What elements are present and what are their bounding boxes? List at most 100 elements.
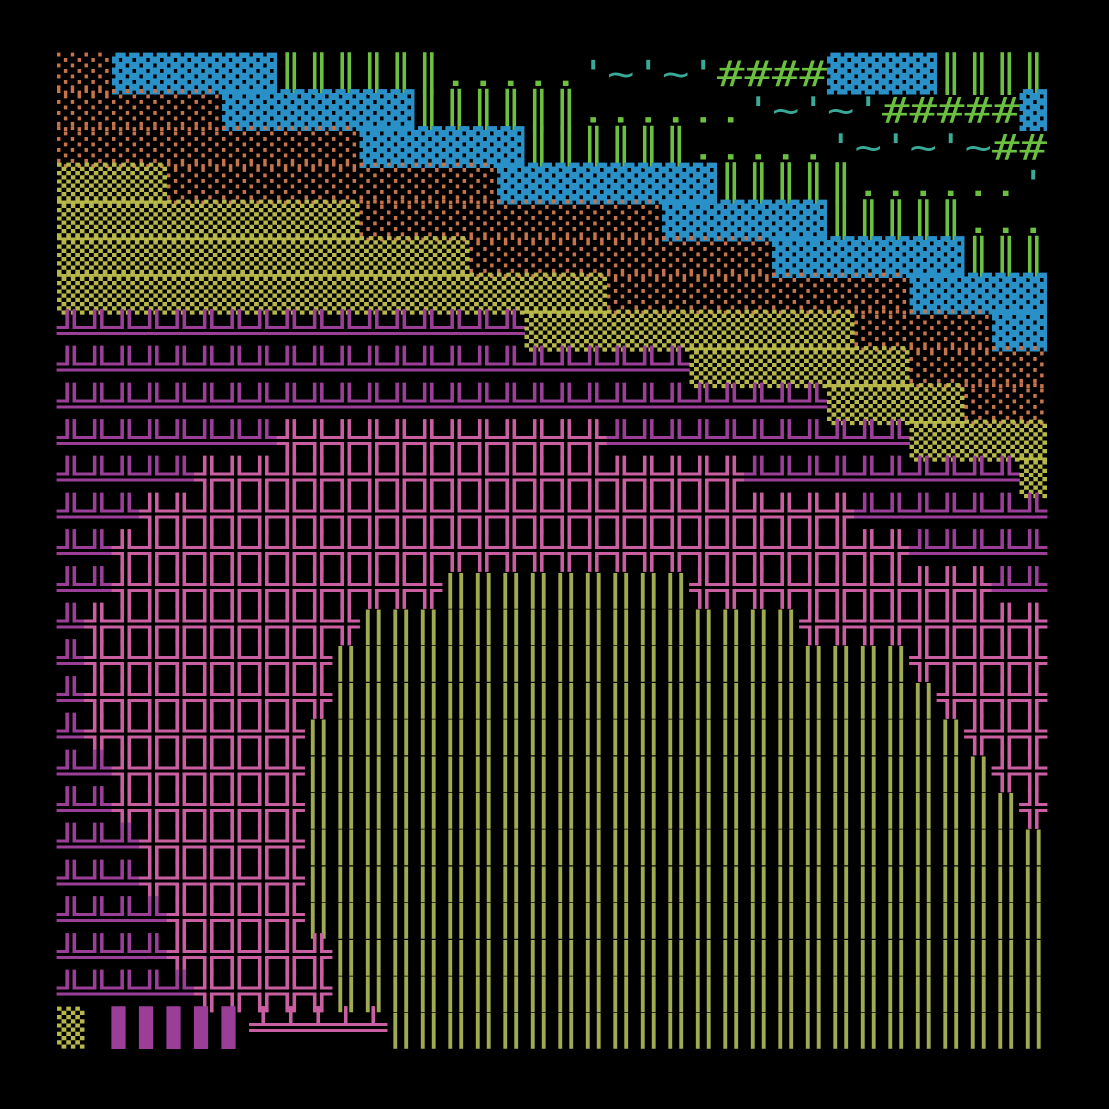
glyph-run: ‖‖‖‖‖‖‖‖‖‖‖‖‖‖‖‖‖‖‖‖‖‖ bbox=[332, 678, 937, 719]
glyph-run: ╩╩ bbox=[56, 786, 114, 829]
glyph-run: ╬╬╬╬╬ bbox=[193, 970, 333, 1013]
glyph-run: ▓ bbox=[1020, 89, 1048, 132]
glyph-run: ‖‖‖‖‖‖‖‖‖‖‖‖‖‖‖‖‖‖‖‖‖‖‖‖ bbox=[387, 1008, 1047, 1049]
glyph-run: ╩ bbox=[56, 603, 86, 646]
glyph-run: ╬╬╬╬╬╬╬╬╬╬ bbox=[83, 603, 361, 646]
glyph-run: ╬╬╬╬╬╬╬ bbox=[111, 749, 306, 792]
glyph-run: ╧╧╧╧╧ bbox=[248, 1006, 388, 1049]
glyph-run: ‖‖‖‖‖‖‖‖‖‖‖‖‖‖‖‖‖‖‖‖‖‖‖‖‖‖ bbox=[332, 935, 1047, 976]
glyph-run: ░░░░░░░░░░░ bbox=[470, 236, 773, 279]
glyph-run: ╬╬╬╬╬╬ bbox=[138, 859, 306, 902]
glyph-run: ╬╬╬╬╬╬╬╬╬╬╬╬ bbox=[276, 419, 609, 462]
glyph-run: ╬╬╬╬╬╬ bbox=[138, 823, 306, 866]
glyph-run: ║║║ bbox=[965, 236, 1048, 279]
glyph-run: ╩╩╩ bbox=[56, 859, 141, 902]
glyph-run: ▒▒▒▒ bbox=[57, 162, 167, 205]
glyph-run: ‖‖‖‖‖‖‖‖‖‖‖‖‖‖‖‖‖‖‖‖‖ bbox=[332, 641, 910, 682]
glyph-run: ▌▌▌▌▌ bbox=[85, 1006, 250, 1049]
glyph-run: ║║║║ bbox=[937, 52, 1047, 95]
glyph-run: ▓▓▓▓▓▓▓ bbox=[222, 89, 415, 132]
glyph-run: ╬╬╬╬╬╬╬╬ bbox=[83, 713, 306, 756]
glyph-run: ╬╬╬╬╬ bbox=[166, 896, 306, 939]
glyph-run: '~'~' bbox=[745, 91, 883, 132]
glyph-run: ▓▓▓▓▓▓ bbox=[112, 52, 277, 95]
glyph-run: ╬╬╬╬╬╬╬╬╬╬╬╬╬╬╬╬╬╬╬╬ bbox=[193, 456, 746, 499]
glyph-run: ▒▒▒▒▒ bbox=[827, 382, 965, 425]
glyph-run: ‖‖‖‖‖‖‖‖‖‖‖‖‖‖‖‖ bbox=[360, 605, 800, 646]
glyph-run: ▒ bbox=[57, 1006, 85, 1049]
glyph-run: ‖‖‖‖‖‖‖‖‖‖‖‖‖‖‖‖‖‖‖‖‖‖‖‖‖‖‖ bbox=[305, 861, 1048, 902]
glyph-run: ░░░░░░ bbox=[57, 89, 222, 132]
glyph-run: ╩ bbox=[56, 676, 86, 719]
glyph-run: ╩╩╩╩╩╩╩╩ bbox=[56, 419, 279, 462]
glyph-run: ▒▒▒▒▒▒▒▒▒▒▒▒▒▒▒ bbox=[57, 236, 470, 279]
glyph-run: ╩ bbox=[56, 713, 86, 756]
glyph-run: ╩╩╩╩╩ bbox=[56, 970, 196, 1013]
glyph-run: ╬╬╬╬╬╬╬╬╬ bbox=[83, 639, 333, 682]
glyph-run: ║║║║║║..... bbox=[525, 125, 828, 168]
glyph-run: ▒▒▒▒▒ bbox=[910, 419, 1048, 462]
glyph-run: ▓▓▓▓ bbox=[827, 52, 937, 95]
glyph-run: ╬╬╬╬╬╬╬ bbox=[111, 786, 306, 829]
glyph-run: ▓▓▓▓▓ bbox=[910, 272, 1048, 315]
glyph-run: ░░░░░░░░░░░░ bbox=[167, 162, 497, 205]
glyph-run: ## bbox=[992, 127, 1047, 168]
glyph-run: ║║║║║║...... bbox=[415, 89, 745, 132]
glyph-run: ╬╬╬╬╬╬╬╬╬ bbox=[83, 676, 333, 719]
glyph-run: ╬╬╬╬╬╬╬╬╬╬╬╬ bbox=[111, 566, 444, 609]
glyph-run: ╬╬╬╬╬╬╬╬╬ bbox=[798, 603, 1048, 646]
glyph-run: ╬╬╬╬╬╬╬╬╬╬╬╬╬╬╬╬╬╬╬╬╬╬╬╬╬╬ bbox=[138, 492, 856, 535]
glyph-run: ▒▒▒▒▒▒▒▒▒▒▒▒▒▒▒▒▒▒▒▒ bbox=[57, 272, 607, 315]
glyph-run: ╩╩ bbox=[56, 529, 114, 572]
glyph-run: ╩╩╩╩ bbox=[56, 896, 169, 939]
glyph-run: ╬╬╬╬╬╬╬╬╬╬╬╬╬╬╬╬╬╬╬╬╬╬╬╬╬╬╬╬╬ bbox=[111, 529, 911, 572]
glyph-run: ╩╩╩╩╩ bbox=[56, 456, 196, 499]
glyph-run: ╩╩╩╩╩╩╩╩╩╩ bbox=[743, 456, 1021, 499]
glyph-run: ░░░ bbox=[965, 382, 1048, 425]
glyph-run: ░░░░░░░░░░░ bbox=[607, 272, 910, 315]
glyph-run: ╩╩╩╩ bbox=[56, 933, 169, 976]
glyph-run: ‖‖‖‖‖‖‖‖‖‖‖‖‖‖‖‖‖‖‖‖‖‖‖‖‖‖‖ bbox=[305, 898, 1048, 939]
glyph-run: ‖‖‖‖‖‖‖‖‖‖‖‖‖‖‖‖‖‖‖‖‖‖‖‖ bbox=[305, 715, 965, 756]
glyph-run: ╩╩ bbox=[56, 749, 114, 792]
glyph-run: ╩╩╩╩╩╩╩╩╩╩╩╩╩╩╩╩╩╩╩╩╩╩╩╩╩╩╩╩ bbox=[56, 382, 829, 425]
glyph-run: ╬╬╬╬╬╬╬╬╬╬╬ bbox=[688, 566, 993, 609]
glyph-run: ▓▓▓▓▓▓▓▓ bbox=[497, 162, 717, 205]
glyph-run: ‖‖‖‖‖‖‖‖‖‖‖‖‖‖‖‖‖‖‖‖‖‖‖‖‖‖ bbox=[332, 972, 1047, 1013]
glyph-run: ░░░░░ bbox=[910, 346, 1048, 389]
glyph-run: ░░░░░ bbox=[855, 309, 993, 352]
glyph-run: ▒▒▒▒▒▒▒▒ bbox=[690, 346, 910, 389]
glyph-run: ‖‖‖‖‖‖‖‖‖‖‖‖‖‖‖‖‖‖‖‖‖‖‖‖‖‖‖ bbox=[305, 825, 1048, 866]
glyph-run: ▓▓▓▓▓▓▓ bbox=[772, 236, 965, 279]
glyph-run: ║║║║║...... bbox=[717, 162, 1020, 205]
glyph-run: ║║║║║║..... bbox=[277, 52, 580, 95]
glyph-run: ' bbox=[1020, 164, 1048, 205]
glyph-run: ░░░░░░░░░░░ bbox=[360, 199, 663, 242]
glyph-run: ▓▓▓▓▓▓ bbox=[662, 199, 827, 242]
glyph-run: '~'~' bbox=[580, 54, 718, 95]
glyph-run: ╩ bbox=[56, 639, 86, 682]
glyph-run: ‖‖‖‖‖‖‖‖‖‖‖‖‖‖‖‖‖‖‖‖‖‖‖‖‖‖ bbox=[305, 788, 1020, 829]
glyph-run: ╩╩╩╩╩╩╩╩╩╩╩ bbox=[606, 419, 911, 462]
glyph-run: ╬╬╬╬╬ bbox=[908, 639, 1048, 682]
glyph-run: ╬╬╬╬╬╬ bbox=[166, 933, 334, 976]
glyph-run: ‖‖‖‖‖‖‖‖‖ bbox=[442, 568, 690, 609]
glyph-run: ╬╬ bbox=[991, 749, 1049, 792]
glyph-run: #### bbox=[717, 54, 827, 95]
glyph-run: ╩╩ bbox=[991, 566, 1049, 609]
glyph-run: ║║║║║... bbox=[827, 199, 1047, 242]
glyph-run: ╩╩ bbox=[56, 566, 114, 609]
glyph-run: ▒▒▒▒▒▒▒▒▒▒▒ bbox=[57, 199, 360, 242]
glyph-run: '~'~'~ bbox=[827, 127, 992, 168]
glyph-run: ##### bbox=[882, 91, 1020, 132]
glyph-run: ╩╩╩╩╩╩╩╩╩╩╩╩╩╩╩╩╩╩╩╩╩╩╩ bbox=[56, 346, 691, 389]
glyph-run: ‖‖‖‖‖‖‖‖‖‖‖‖‖‖‖‖‖‖‖‖‖‖‖‖‖ bbox=[305, 751, 993, 792]
glyph-run: ╩╩╩ bbox=[56, 492, 141, 535]
glyph-run: ╩╩╩╩╩╩╩╩╩╩╩╩╩╩╩╩╩ bbox=[56, 309, 526, 352]
glyph-run: ░░░░░░░░░░░ bbox=[57, 125, 360, 168]
glyph-run: ╩╩╩╩╩╩╩ bbox=[853, 492, 1048, 535]
glyph-run: ╩╩╩╩╩ bbox=[908, 529, 1048, 572]
glyph-run: ▓▓ bbox=[992, 309, 1047, 352]
glyph-run: ╬╬╬╬ bbox=[936, 676, 1049, 719]
